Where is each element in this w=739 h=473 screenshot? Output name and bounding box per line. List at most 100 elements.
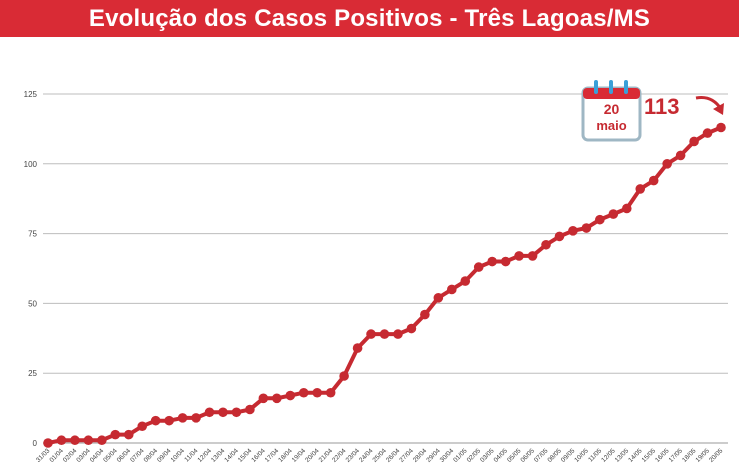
y-tick-label: 75 <box>28 230 37 239</box>
data-point <box>312 387 323 398</box>
data-point <box>648 175 659 186</box>
x-tick-label: 15/05 <box>641 447 658 464</box>
data-point <box>379 329 390 339</box>
calendar-day: 20 <box>604 101 620 117</box>
y-tick-label: 0 <box>33 439 38 448</box>
series-line-path <box>47 125 722 445</box>
x-tick-label: 05/04 <box>102 447 119 464</box>
data-point <box>675 150 686 161</box>
data-point <box>487 256 497 267</box>
x-tick-label: 13/05 <box>614 447 631 464</box>
data-point <box>689 136 699 147</box>
data-point <box>554 231 565 242</box>
x-tick-label: 14/04 <box>223 447 240 464</box>
x-tick-label: 12/05 <box>600 447 617 464</box>
data-point <box>621 203 632 214</box>
data-point <box>433 293 444 303</box>
x-tick-label: 03/05 <box>479 447 496 464</box>
data-point <box>258 393 269 404</box>
data-point <box>231 407 242 418</box>
x-tick-label: 31/03 <box>35 447 52 464</box>
x-tick-label: 08/05 <box>546 447 563 464</box>
data-point <box>420 309 430 320</box>
data-point <box>635 184 646 194</box>
series-points <box>43 122 726 448</box>
x-tick-label: 15/04 <box>237 447 254 464</box>
x-tick-label: 18/05 <box>681 447 698 464</box>
data-point <box>177 413 188 423</box>
data-point <box>352 343 363 353</box>
x-tick-label: 12/04 <box>196 447 213 464</box>
data-point <box>191 413 201 423</box>
data-point <box>285 390 296 401</box>
x-tick-label: 18/04 <box>277 447 294 464</box>
x-tick-label: 03/04 <box>75 447 92 464</box>
x-tick-label: 25/04 <box>371 447 388 464</box>
data-point <box>500 256 511 267</box>
x-tick-label: 22/04 <box>331 447 348 464</box>
x-tick-label: 23/04 <box>345 447 362 464</box>
data-point <box>339 371 349 381</box>
y-tick-label: 100 <box>24 160 38 169</box>
data-point <box>393 329 403 339</box>
data-point <box>514 251 524 261</box>
data-point <box>164 415 174 426</box>
data-point <box>662 159 672 169</box>
x-tick-label: 16/04 <box>250 447 267 464</box>
data-point <box>272 393 282 404</box>
data-point <box>541 239 551 250</box>
x-tick-label: 01/04 <box>48 447 65 464</box>
x-tick-label: 09/05 <box>560 447 577 464</box>
chart-title-bar: Evolução dos Casos Positivos - Três Lago… <box>0 0 739 37</box>
calendar-month: maio <box>596 118 626 133</box>
data-point <box>325 387 336 398</box>
x-tick-label: 07/04 <box>129 447 146 464</box>
data-point <box>366 329 376 339</box>
data-point <box>527 251 538 261</box>
data-point <box>595 214 605 225</box>
x-tick-label: 26/04 <box>385 447 402 464</box>
x-tick-label: 01/05 <box>452 447 469 464</box>
callout-arrowhead-icon <box>713 103 724 115</box>
y-tick-label: 50 <box>28 299 37 308</box>
x-tick-label: 17/04 <box>264 447 281 464</box>
x-axis-ticks: 31/0301/0402/0403/0404/0405/0406/0407/04… <box>35 447 725 464</box>
x-tick-label: 27/04 <box>398 447 415 464</box>
x-tick-label: 06/05 <box>520 447 537 464</box>
data-point <box>43 438 53 448</box>
data-point <box>70 435 80 446</box>
data-point <box>204 407 215 418</box>
x-tick-label: 29/04 <box>425 447 442 464</box>
data-point <box>298 387 309 398</box>
x-tick-label: 08/04 <box>143 447 160 464</box>
x-tick-label: 16/05 <box>654 447 671 464</box>
data-point <box>56 435 67 446</box>
x-tick-label: 04/04 <box>89 447 106 464</box>
x-tick-label: 17/05 <box>668 447 685 464</box>
x-tick-label: 06/04 <box>116 447 133 464</box>
y-tick-label: 25 <box>28 369 37 378</box>
data-point <box>716 122 726 133</box>
data-point <box>406 323 417 334</box>
x-tick-label: 02/04 <box>62 447 79 464</box>
x-tick-label: 02/05 <box>466 447 483 464</box>
x-tick-label: 09/04 <box>156 447 173 464</box>
callout-value: 113 <box>644 94 680 119</box>
chart-title: Evolução dos Casos Positivos - Três Lago… <box>88 4 651 32</box>
calendar-icon: 20 maio <box>581 80 642 142</box>
x-tick-label: 19/05 <box>694 447 711 464</box>
x-tick-label: 28/04 <box>412 447 429 464</box>
x-tick-label: 19/04 <box>291 447 308 464</box>
data-point <box>137 421 148 432</box>
x-tick-label: 10/05 <box>573 447 590 464</box>
data-point <box>608 209 619 219</box>
x-tick-label: 10/04 <box>170 447 187 464</box>
data-point <box>218 407 228 418</box>
x-tick-label: 30/04 <box>439 447 456 464</box>
x-tick-label: 04/05 <box>493 447 510 464</box>
data-point <box>83 435 94 446</box>
y-tick-label: 125 <box>24 90 38 99</box>
x-tick-label: 13/04 <box>210 447 227 464</box>
x-tick-label: 05/05 <box>506 447 523 464</box>
